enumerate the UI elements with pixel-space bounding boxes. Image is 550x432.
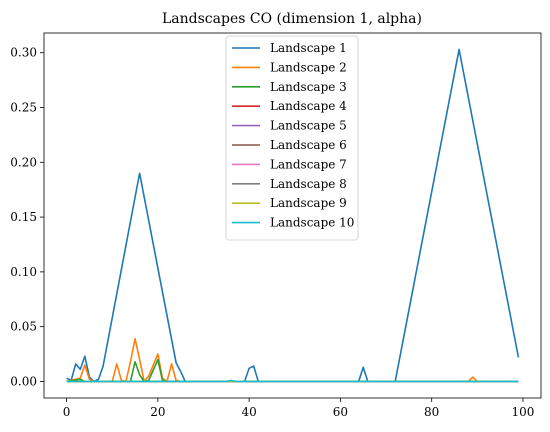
x-tick-label: 20	[150, 405, 165, 419]
legend-label: Landscape 5	[270, 119, 347, 133]
y-tick-label: 0.00	[10, 374, 37, 388]
x-tick-label: 100	[512, 405, 535, 419]
series-layer	[66, 48, 520, 383]
series-line-landscape-10	[66, 379, 519, 383]
y-tick-label: 0.25	[10, 101, 37, 115]
legend-label: Landscape 1	[270, 41, 347, 55]
x-tick-label: 60	[333, 405, 348, 419]
legend-label: Landscape 10	[270, 216, 354, 230]
series-line-landscape-1	[66, 48, 520, 383]
legend: Landscape 1 Landscape 2 Landscape 3 Landsca…	[225, 35, 359, 241]
x-axis: 0 20 40 60 80 100	[63, 398, 535, 419]
legend-label: Landscape 2	[270, 60, 347, 74]
y-tick-label: 0.05	[10, 320, 37, 334]
series-line-landscape-3	[66, 358, 519, 383]
y-tick-label: 0.15	[10, 210, 37, 224]
x-tick-label: 0	[63, 405, 71, 419]
y-tick-label: 0.30	[10, 46, 37, 60]
legend-label: Landscape 3	[270, 80, 347, 94]
y-tick-label: 0.10	[10, 265, 37, 279]
x-tick-label: 40	[242, 405, 257, 419]
legend-label: Landscape 4	[270, 99, 347, 113]
legend-label: Landscape 8	[270, 177, 347, 191]
legend-label: Landscape 9	[270, 196, 347, 210]
series-line-landscape-2	[66, 337, 519, 383]
legend-label: Landscape 6	[270, 138, 347, 152]
chart-title: Landscapes CO (dimension 1, alpha)	[162, 11, 422, 27]
legend-label: Landscape 7	[270, 157, 347, 171]
x-tick-label: 80	[424, 405, 439, 419]
y-axis: 0.00 0.05 0.10 0.15 0.20 0.25 0.30	[10, 46, 44, 388]
plot-frame	[43, 32, 542, 399]
y-tick-label: 0.20	[10, 155, 37, 169]
